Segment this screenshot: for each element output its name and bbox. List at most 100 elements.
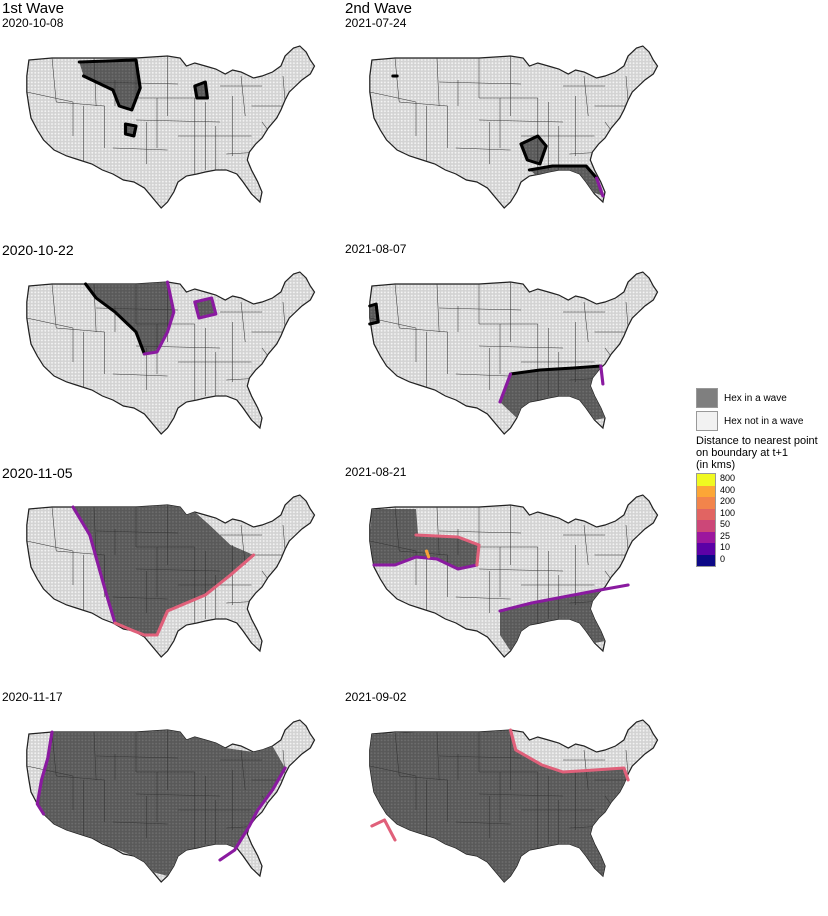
colorbar-cell <box>697 520 715 532</box>
state-border <box>56 101 105 107</box>
colorbar-label: 200 <box>720 496 736 506</box>
us-hex-map <box>369 45 659 209</box>
state-border <box>394 283 400 329</box>
legend-swatch-not-in-wave <box>696 411 718 431</box>
colorbar-label: 800 <box>720 473 736 483</box>
wave-boundary <box>123 122 138 138</box>
state-border <box>26 317 74 329</box>
wave-region <box>73 505 254 637</box>
panel-date-label: 2021-07-24 <box>345 16 407 30</box>
colorbar-cell <box>697 474 715 486</box>
wave-boundary <box>193 80 209 100</box>
state-border <box>394 731 400 777</box>
wave-region <box>194 298 216 318</box>
wave-boundary <box>35 730 54 816</box>
state-border <box>93 731 97 781</box>
state-border <box>282 75 286 103</box>
legend-distance-title: Distance to nearest point on boundary at… <box>696 435 826 471</box>
state-border <box>135 793 221 797</box>
wave-boundary <box>498 372 513 404</box>
colorbar-label: 0 <box>720 553 726 564</box>
us-land <box>26 271 316 435</box>
colorbar-label: 25 <box>720 530 731 541</box>
legend-distance-title-line2: on boundary at t+1 <box>696 447 789 459</box>
state-border <box>455 596 511 600</box>
state-border <box>455 373 511 377</box>
wave-boundary <box>508 728 630 782</box>
wave-boundary <box>368 302 380 326</box>
map-panel-2021-08-07: 2021-08-07 <box>345 242 659 462</box>
colorbar-cell <box>697 485 715 497</box>
us-hex-map <box>369 494 659 658</box>
legend-distance-title-line3: (in kms) <box>696 459 736 471</box>
state-border <box>282 301 286 329</box>
map-panel-2020-10-22: 2020-10-22 <box>2 242 316 462</box>
state-border <box>93 283 97 333</box>
wave-boundary <box>519 134 548 166</box>
map-panel-2021-08-21: 2021-08-21 <box>345 465 659 685</box>
state-border <box>455 821 511 825</box>
wave-boundary <box>424 549 431 559</box>
state-border <box>282 524 286 552</box>
map-panel-2020-11-05: 2020-11-05 <box>2 465 316 685</box>
us-hex-map <box>26 271 316 435</box>
state-border <box>51 506 57 552</box>
state-border <box>436 57 440 107</box>
state-border <box>478 119 564 123</box>
state-border <box>436 283 440 333</box>
state-border <box>439 307 522 311</box>
wave-boundary <box>595 176 605 198</box>
state-border <box>369 765 417 777</box>
wave-boundary <box>142 280 176 356</box>
state-border <box>436 731 440 781</box>
state-border <box>26 91 74 103</box>
legend-swatch-in-wave <box>696 388 718 408</box>
colorbar-cell <box>697 531 715 543</box>
wave-boundary <box>71 505 117 625</box>
legend-in-wave: Hex in a wave <box>696 388 826 408</box>
state-border <box>96 755 179 759</box>
state-border <box>625 524 629 552</box>
state-border <box>240 301 246 343</box>
state-border <box>369 540 417 552</box>
state-border <box>394 57 400 103</box>
legend-distance-title-line1: Distance to nearest point <box>696 435 818 447</box>
state-border <box>112 373 168 377</box>
us-hex-map <box>26 719 316 883</box>
us-land <box>369 45 659 209</box>
wave-boundary <box>508 364 603 376</box>
us-hex-map <box>26 45 316 209</box>
wave-boundary <box>370 818 397 842</box>
state-border <box>399 550 448 556</box>
map-panel-2021-09-02: 2021-09-02 <box>345 690 659 910</box>
state-border <box>478 793 564 797</box>
wave-boundary <box>84 282 146 356</box>
map-panel-2020-11-17: 2020-11-17 <box>2 690 316 910</box>
wave-region <box>369 509 479 569</box>
map-panel-2021-07-24: 2021-07-24 <box>345 16 659 236</box>
state-border <box>625 75 629 103</box>
state-border <box>96 81 179 85</box>
state-border <box>436 506 440 556</box>
map-panel-2020-10-08: 2020-10-08 <box>2 16 316 236</box>
wave-boundary <box>113 553 256 637</box>
wave-boundary <box>599 364 605 386</box>
wave-boundary <box>498 583 630 613</box>
colorbar-label: 50 <box>720 519 731 529</box>
state-border <box>583 524 589 566</box>
legend-label-not-in-wave: Hex not in a wave <box>724 415 804 427</box>
state-border <box>112 147 168 151</box>
panel-date-label: 2020-10-22 <box>2 242 74 258</box>
state-border <box>51 283 57 329</box>
colorbar-cell <box>697 554 715 566</box>
state-border <box>240 749 246 791</box>
state-border <box>439 530 522 534</box>
legend-label-in-wave: Hex in a wave <box>724 392 787 404</box>
state-border <box>26 765 74 777</box>
state-border <box>625 749 629 777</box>
distance-colorbar: 800 400 200 100 50 25 10 0 <box>696 473 826 567</box>
state-border <box>583 301 589 343</box>
panel-date-label: 2020-11-17 <box>2 690 63 704</box>
panel-date-label: 2020-10-08 <box>2 16 64 30</box>
us-hex-map <box>368 271 659 435</box>
